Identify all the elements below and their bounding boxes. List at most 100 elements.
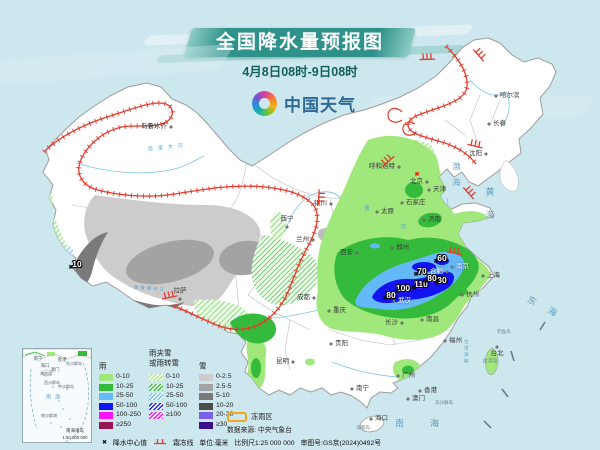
- legend-snow-label: 5-10: [216, 392, 230, 400]
- city-dot: [418, 389, 422, 393]
- logo-text: 中国天气: [284, 96, 356, 115]
- precip-center-x-icon: ✖: [68, 265, 74, 271]
- city-label: 天津: [433, 185, 446, 193]
- legend-rain-swatch: [99, 421, 113, 429]
- city-label: 乌鲁木齐: [141, 122, 167, 130]
- legend-snow-row: 10-20: [199, 401, 234, 410]
- inset-label: 1:50 000 000: [62, 434, 88, 440]
- precip-center-x-icon: ✖: [433, 259, 439, 265]
- legend-sleet-row: 10-25: [149, 382, 187, 391]
- city-dot: [329, 202, 333, 206]
- city-dot: [350, 387, 354, 391]
- inset-label: 南沙群岛: [41, 413, 57, 418]
- legend-rain-swatch: [99, 412, 113, 419]
- legend-rain-label: 50-100: [116, 401, 138, 409]
- scale-note: 比例尺1:25 000 000: [234, 440, 295, 447]
- city-dot: [355, 251, 359, 255]
- sea-label: 南海: [394, 418, 466, 429]
- legend-sleet-swatch: [149, 402, 163, 410]
- precip-center-x-icon: ✖: [414, 172, 420, 178]
- city-dot: [396, 374, 400, 378]
- legend-rain-label: 100-250: [116, 411, 141, 419]
- city-label: 南宁: [356, 384, 369, 392]
- legend-rain-swatch: [99, 374, 113, 381]
- legend-rain-label: 25-50: [116, 392, 134, 400]
- legend-snow-swatch: [199, 393, 213, 400]
- city-dot: [291, 360, 295, 364]
- legend-sleet-swatch: [149, 374, 163, 381]
- city-label: 武汉: [398, 296, 411, 304]
- wind-barb-icon: [461, 182, 480, 205]
- legend-rain-header: 雨: [99, 361, 107, 371]
- wind-barb-icon: [443, 240, 467, 264]
- legend-rain-label: ≥250: [116, 420, 132, 428]
- city-label: 香港: [424, 386, 437, 394]
- wind-barb-icon: [159, 287, 182, 306]
- legend-snow-swatch: [199, 421, 213, 429]
- legend-sleet-label: 50-100: [166, 401, 188, 409]
- city-label: 呼和浩特: [369, 162, 395, 170]
- legend-sleet-row: ≥100: [149, 411, 187, 419]
- city-label: 成都: [297, 293, 310, 301]
- city-dot: [397, 165, 401, 169]
- city-dot: [460, 293, 464, 297]
- legend-snow-row: 20-30: [199, 411, 234, 419]
- inset-label: 海口: [40, 362, 50, 368]
- sea-label: 黄海: [484, 187, 495, 233]
- precip-center-x-icon: ✖: [382, 296, 388, 302]
- legend-rain-row: 10-25: [99, 382, 141, 391]
- legend-rain-row: ≥250: [99, 420, 141, 429]
- city-dot: [425, 180, 429, 184]
- legend-rain-label: 10-25: [116, 382, 134, 390]
- hainan-island: [359, 415, 385, 433]
- city-label: 杭州: [466, 290, 479, 298]
- forecast-period: 4月8日08时-9日08时: [242, 65, 358, 79]
- city-dot: [169, 125, 173, 129]
- city-label: 拉萨: [173, 287, 187, 295]
- city-dot: [285, 225, 289, 229]
- city-dot: [427, 188, 431, 192]
- precip-center-x-icon: ✖: [394, 289, 400, 295]
- city-dot: [481, 274, 485, 278]
- legend-snow-label: 20-30: [216, 411, 234, 419]
- city-label: 济南: [428, 215, 441, 223]
- legend-rain-swatch: [99, 393, 113, 400]
- legend-sleet-swatch: [149, 412, 163, 419]
- city-label: 海口: [375, 414, 388, 422]
- precip-center-value: 80: [386, 289, 396, 300]
- city-dot: [420, 318, 424, 322]
- city-label: 兰州: [296, 235, 309, 243]
- city-label: 昆明: [276, 357, 289, 365]
- wind-barb-icon: [377, 151, 400, 170]
- inset-label: 西沙群岛: [44, 380, 60, 385]
- legend-sleet-row: 0-10: [149, 373, 187, 381]
- island-label: 海南岛: [356, 424, 370, 430]
- inset-label: 海南岛: [40, 371, 52, 376]
- city-dot: [494, 94, 498, 98]
- legend-snow-scale: 0-2.5 2.5-5 5-10 10-20 20-30 ≥30: [199, 373, 234, 429]
- city-label: 郑州: [396, 243, 409, 251]
- frost-line-icon: [153, 438, 167, 447]
- legend-snow-row: 5-10: [199, 392, 233, 400]
- city-label: 福州: [449, 336, 462, 344]
- legend-sleet-swatch: [149, 383, 163, 391]
- legend-sleet-label: 0-10: [166, 373, 180, 381]
- legend-sleet-header2: 或雨转雪: [149, 358, 179, 368]
- pinwheel-logo-icon: [252, 91, 277, 116]
- legend-snow-label: 10-20: [216, 401, 234, 409]
- inset-label: 澳门: [50, 366, 60, 372]
- legend-sleet-label: 10-25: [166, 382, 184, 390]
- city-label: 南京: [456, 262, 469, 270]
- precip-center-x-icon: ✖: [411, 286, 417, 292]
- legend-snow-row: 2.5-5: [199, 383, 233, 391]
- legend-snow-row: 0-2.5: [199, 373, 233, 381]
- legend-snow-swatch: [199, 374, 213, 381]
- legend-snow-row: ≥30: [199, 420, 233, 429]
- legend-snow-label: 0-2.5: [216, 373, 232, 381]
- city-dot: [422, 218, 426, 222]
- frost-line-note: 霜冻线: [173, 440, 194, 447]
- korea-peninsula: [499, 159, 519, 192]
- wind-barb-icon: [464, 133, 488, 157]
- inset-label: 南海: [45, 394, 65, 401]
- legend-snow-label: ≥30: [216, 420, 228, 428]
